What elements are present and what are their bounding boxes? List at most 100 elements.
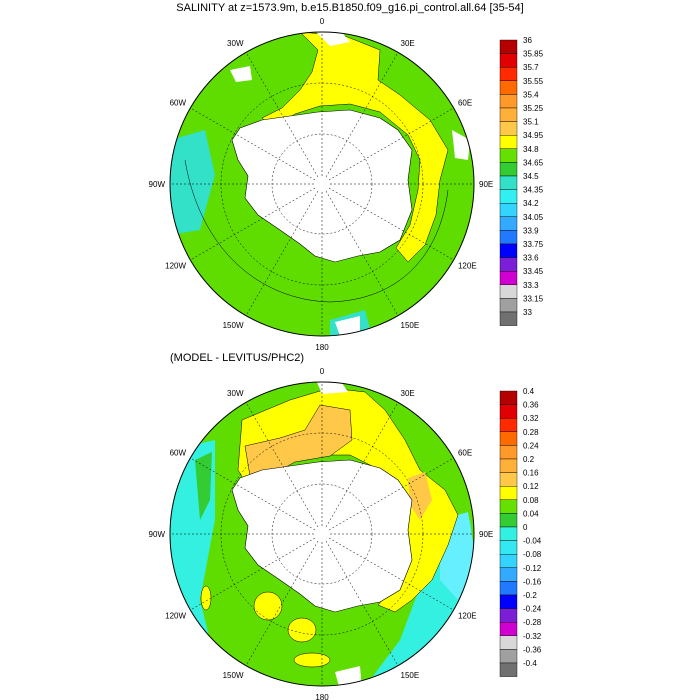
colorbar-label: 0	[523, 523, 528, 532]
map-border	[169, 381, 475, 687]
meridian-lines	[170, 32, 474, 336]
land-mask	[316, 32, 350, 46]
colorbar-swatch	[499, 39, 518, 54]
difference-colorbar: 0.4 0.36 0.32 0.28 0.24 0.2 0.16 0.12 0.08 0.04 0 -…	[499, 387, 542, 677]
colorbar-label: -0.24	[523, 605, 542, 614]
colorbar-swatch	[499, 121, 518, 136]
colorbar-swatch	[499, 486, 518, 501]
longitude-label: 60W	[170, 99, 187, 108]
colorbar-swatch	[499, 298, 518, 313]
colorbar-swatch	[499, 162, 518, 177]
longitude-label: 0	[320, 367, 325, 376]
colorbar-swatch	[499, 202, 518, 217]
antarctica-landmass	[231, 459, 413, 613]
panel-1-title: SALINITY at z=1573.9m, b.e15.B1850.f09_g…	[176, 2, 524, 14]
colorbar-label: 33.45	[523, 267, 544, 276]
colorbar-label: -0.36	[523, 645, 542, 654]
salinity-colorbar: 36 35.85 35.7 35.55 35.4 35.25 35.1 34.95 34.8 34…	[499, 36, 544, 326]
difference-map: 0 30E 60E 90E 120E 150E 180 150W 120W 90W 60W 30W	[149, 367, 494, 700]
longitude-label: 150E	[401, 321, 420, 330]
land-mask	[335, 316, 360, 336]
longitude-label: 150W	[223, 671, 244, 680]
colorbar-swatch	[499, 80, 518, 95]
colorbar-label: 0.12	[523, 482, 539, 491]
colorbar-swatch	[499, 635, 518, 650]
longitude-label: 60E	[458, 449, 472, 458]
colorbar-swatch	[499, 271, 518, 286]
yellow-blob	[287, 617, 317, 643]
colorbar-label: 34.95	[523, 131, 544, 140]
longitude-label: 60E	[458, 99, 472, 108]
land-mask	[230, 66, 252, 82]
colorbar-swatch	[499, 540, 518, 555]
colorbar-swatch	[499, 418, 518, 433]
map-border	[169, 31, 475, 337]
colorbar-label: 35.25	[523, 104, 544, 113]
colorbar-swatch	[499, 216, 518, 231]
colorbar-swatch	[499, 594, 518, 609]
colorbar-swatch	[499, 554, 518, 569]
colorbar-label: 35.1	[523, 118, 539, 127]
colorbar-swatch	[499, 243, 518, 258]
longitude-label: 90W	[149, 530, 166, 539]
colorbar-swatch	[499, 53, 518, 68]
colorbar-swatch	[499, 189, 518, 204]
colorbar-swatch	[499, 66, 518, 81]
colorbar-label: 34.65	[523, 158, 544, 167]
colorbar-label: 35.55	[523, 77, 544, 86]
colorbar-label: 35.4	[523, 90, 539, 99]
longitude-label: 120W	[165, 612, 186, 621]
colorbar-label: -0.12	[523, 564, 542, 573]
salinity-map: 0 30E 60E 90E 120E 150E 180 150W 120W 90W 60W 30W	[149, 17, 494, 352]
colorbar-label: 0.24	[523, 441, 539, 450]
longitude-label: 90E	[479, 530, 493, 539]
longitude-label: 90E	[479, 180, 493, 189]
colorbar-swatch	[499, 134, 518, 149]
colorbar-label: 0.2	[523, 455, 535, 464]
yellow-band	[261, 32, 449, 263]
colorbar-label: -0.2	[523, 591, 537, 600]
yellow-blob	[200, 585, 212, 611]
colorbar-label: 0.28	[523, 428, 539, 437]
colorbar-swatch	[499, 284, 518, 299]
longitude-label: 180	[315, 693, 329, 700]
colorbar-label: -0.04	[523, 537, 542, 546]
longitude-labels: 0 30E 60E 90E 120E 150E 180 150W 120W 90W 60W 30W	[149, 367, 494, 700]
colorbar-label: 35.7	[523, 63, 539, 72]
colorbar-swatch	[499, 230, 518, 245]
colorbar-label: -0.08	[523, 550, 542, 559]
longitude-label: 150W	[223, 321, 244, 330]
colorbar-label: 34.8	[523, 145, 539, 154]
antarctica-landmass	[231, 109, 413, 263]
green-region	[195, 452, 212, 520]
colorbar-label: 0.36	[523, 401, 539, 410]
meridian-lines	[170, 382, 474, 686]
colorbar-label: 33.9	[523, 226, 539, 235]
colorbar-label: -0.4	[523, 659, 537, 668]
colorbar-label: -0.32	[523, 632, 542, 641]
land-mask	[452, 130, 470, 160]
cyan-region	[170, 130, 215, 235]
longitude-label: 30W	[227, 39, 244, 48]
longitude-label: 30E	[401, 39, 415, 48]
colorbar-label: 33	[523, 308, 532, 317]
colorbar-label: 35.85	[523, 50, 544, 59]
longitude-label: 0	[320, 17, 325, 26]
colorbar-label: 0.16	[523, 469, 539, 478]
colorbar-swatch	[499, 526, 518, 541]
longitude-label: 30W	[227, 389, 244, 398]
colorbar-swatch	[499, 649, 518, 664]
colorbar-swatch	[499, 148, 518, 163]
longitude-label: 30E	[401, 389, 415, 398]
colorbar-label: -0.28	[523, 618, 542, 627]
longitude-label: 180	[315, 343, 329, 352]
longitude-label: 120W	[165, 262, 186, 271]
longitude-label: 150E	[401, 671, 420, 680]
colorbar-label: 0.08	[523, 496, 539, 505]
colorbar-swatch	[499, 257, 518, 272]
colorbar-label: 33.15	[523, 294, 544, 303]
yellow-blob	[293, 652, 331, 668]
colorbar-swatch	[499, 175, 518, 190]
panel-2-title: (MODEL - LEVITUS/PHC2)	[170, 352, 305, 364]
